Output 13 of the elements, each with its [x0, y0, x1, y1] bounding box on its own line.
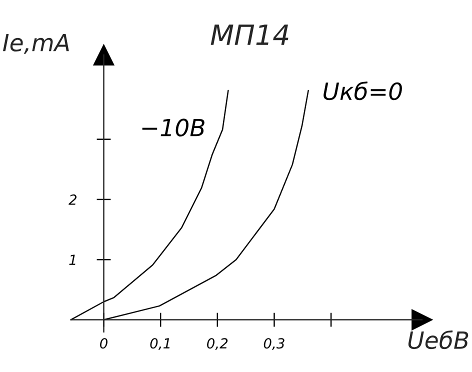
series-label: −10В: [142, 118, 204, 137]
x-tick-label: 0: [100, 338, 108, 349]
series-label: Uкб=0: [324, 82, 402, 100]
x-tick-label: 0,1: [150, 338, 170, 350]
chart-title: МП14: [210, 24, 288, 45]
x-tick-label: 0,3: [264, 338, 284, 350]
x-axis-title: UебВ: [408, 330, 468, 350]
line-series: [103, 90, 309, 320]
y-tick-label: 1: [69, 254, 76, 265]
x-tick-label: 0,2: [207, 338, 228, 350]
line-series: [70, 90, 229, 320]
y-axis-title: Ie,mA: [2, 34, 69, 54]
y-tick-label: 2: [68, 194, 77, 205]
